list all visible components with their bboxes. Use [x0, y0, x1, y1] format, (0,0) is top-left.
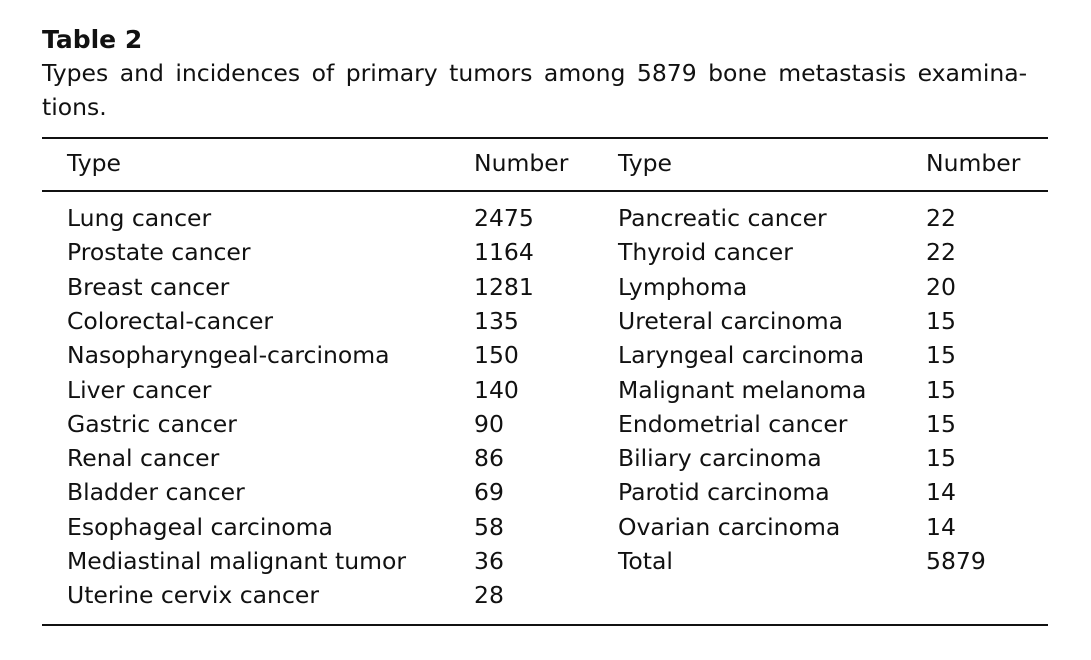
left-row-type: Gastric cancer — [67, 410, 237, 438]
left-row-type: Uterine cervix cancer — [67, 581, 319, 609]
left-row-number: 135 — [474, 307, 519, 335]
right-row-number: 14 — [926, 478, 956, 506]
right-row-type: Ovarian carcinoma — [618, 513, 841, 541]
left-row-type: Lung cancer — [67, 204, 212, 232]
right-row-number: 20 — [926, 273, 956, 301]
left-row-number: 1281 — [474, 273, 534, 301]
table-header-rule — [42, 190, 1048, 192]
right-row-type: Parotid carcinoma — [618, 478, 830, 506]
left-row-type: Renal cancer — [67, 444, 220, 472]
header-number-left: Number — [474, 149, 569, 177]
table-description-line-1: Types and incidences of primary tumors a… — [42, 59, 1028, 87]
left-row-type: Nasopharyngeal-carcinoma — [67, 341, 390, 369]
header-type-right: Type — [618, 149, 672, 177]
left-row-number: 36 — [474, 547, 504, 575]
right-row-number: 5879 — [926, 547, 986, 575]
table-description-line-2: tions. — [42, 93, 107, 121]
right-row-type: Ureteral carcinoma — [618, 307, 844, 335]
right-row-type: Pancreatic cancer — [618, 204, 827, 232]
right-row-type: Endometrial cancer — [618, 410, 848, 438]
left-row-number: 28 — [474, 581, 504, 609]
table-description: Types and incidences of primary tumors a… — [42, 56, 1048, 124]
left-row-type: Bladder cancer — [67, 478, 245, 506]
left-row-number: 150 — [474, 341, 519, 369]
left-row-type: Breast cancer — [67, 273, 230, 301]
right-row-number: 15 — [926, 307, 956, 335]
left-row-number: 58 — [474, 513, 504, 541]
left-row-number: 86 — [474, 444, 504, 472]
right-row-number: 15 — [926, 376, 956, 404]
right-row-type: Biliary carcinoma — [618, 444, 822, 472]
right-row-number: 15 — [926, 444, 956, 472]
table-label: Table 2 — [42, 25, 143, 54]
left-row-number: 1164 — [474, 238, 534, 266]
left-row-number: 2475 — [474, 204, 534, 232]
table-caption: Table 2 Types and incidences of primary … — [42, 24, 1048, 124]
left-row-number: 69 — [474, 478, 504, 506]
left-row-type: Prostate cancer — [67, 238, 251, 266]
left-row-type: Mediastinal malignant tumor — [67, 547, 407, 575]
right-row-type: Total — [618, 547, 673, 575]
right-row-number: 22 — [926, 204, 956, 232]
left-row-type: Colorectal-cancer — [67, 307, 274, 335]
table-bottom-rule — [42, 624, 1048, 626]
right-row-type: Thyroid cancer — [618, 238, 793, 266]
right-row-number: 22 — [926, 238, 956, 266]
left-row-number: 140 — [474, 376, 519, 404]
right-row-number: 15 — [926, 410, 956, 438]
left-row-type: Esophageal carcinoma — [67, 513, 333, 541]
left-row-number: 90 — [474, 410, 504, 438]
header-number-right: Number — [926, 149, 1021, 177]
table-top-rule — [42, 137, 1048, 139]
header-type-left: Type — [67, 149, 121, 177]
right-row-number: 15 — [926, 341, 956, 369]
right-row-type: Malignant melanoma — [618, 376, 867, 404]
right-row-number: 14 — [926, 513, 956, 541]
left-row-type: Liver cancer — [67, 376, 212, 404]
right-row-type: Laryngeal carcinoma — [618, 341, 865, 369]
right-row-type: Lymphoma — [618, 273, 748, 301]
